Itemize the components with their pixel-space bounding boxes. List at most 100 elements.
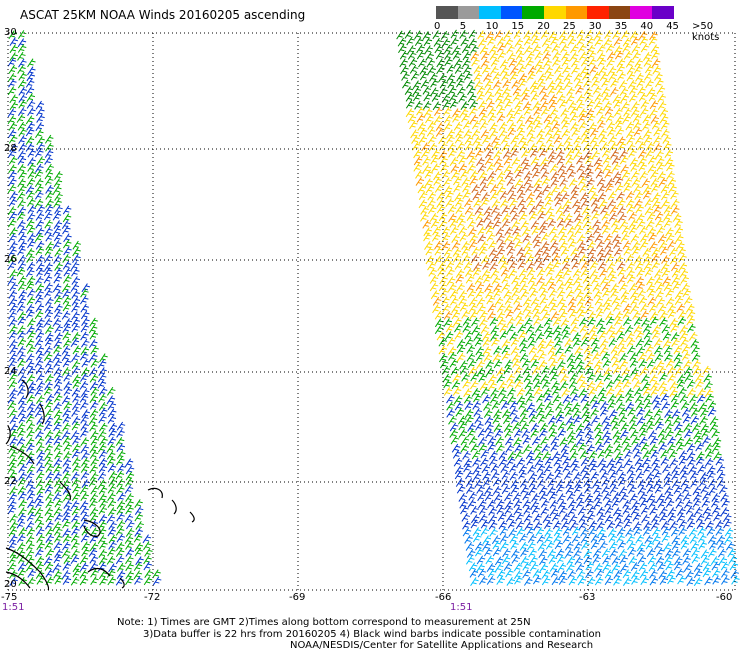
wind-barb [543, 325, 553, 335]
wind-barb [509, 205, 519, 215]
colorbar-label: 45 [666, 21, 679, 32]
wind-barb [71, 353, 80, 362]
wind-barb [8, 247, 17, 257]
wind-barb [90, 345, 99, 355]
wind-barb [45, 491, 54, 501]
wind-barb [643, 57, 653, 67]
wind-barb [454, 401, 464, 411]
wind-barb [17, 337, 27, 347]
wind-barb [561, 324, 571, 334]
wind-barb [643, 261, 653, 271]
wind-barb [98, 414, 107, 424]
wind-barb [53, 185, 62, 195]
wind-barb [467, 86, 476, 96]
wind-barb [646, 548, 656, 558]
wind-barb [494, 87, 503, 96]
wind-barb [692, 486, 702, 496]
wind-barb [8, 170, 17, 180]
wind-barb [602, 288, 611, 298]
wind-barb [484, 416, 494, 425]
wind-barb [491, 205, 500, 215]
wind-barb [438, 212, 448, 222]
wind-barb [554, 338, 563, 348]
wind-barb [538, 282, 547, 292]
wind-barb [504, 505, 514, 515]
wind-barb [54, 575, 63, 585]
wind-barb [70, 261, 80, 271]
lat-lon-grid [7, 32, 736, 591]
wind-barb [548, 422, 557, 432]
wind-barb [642, 190, 652, 200]
wind-barb [90, 436, 100, 446]
wind-barb [513, 562, 523, 572]
wind-barb [565, 416, 575, 425]
wind-barb [639, 569, 649, 579]
wind-barb [483, 401, 492, 411]
wind-barb [27, 204, 37, 214]
wind-barb [602, 155, 612, 165]
wind-barb [588, 386, 597, 396]
wind-barb [428, 267, 437, 277]
lat-label: 20 [4, 579, 17, 590]
wind-barb [532, 44, 541, 54]
wind-barb [623, 303, 632, 313]
wind-barb [447, 79, 456, 89]
wind-barb [107, 463, 117, 473]
wind-barb [44, 540, 54, 550]
wind-barb [677, 316, 687, 326]
wind-barb [80, 414, 89, 424]
wind-barb [491, 535, 501, 545]
wind-barb [134, 575, 143, 585]
wind-barb [483, 206, 493, 216]
wind-barb [466, 344, 475, 354]
wind-barb [35, 479, 45, 489]
wind-barb [465, 337, 474, 347]
wind-barb [478, 505, 488, 515]
wind-barb [642, 386, 652, 396]
wind-barb [432, 30, 441, 40]
wind-barb [523, 505, 532, 515]
wind-barb [661, 401, 671, 411]
wind-barb [475, 421, 484, 431]
wind-barb [125, 555, 134, 565]
wind-barb [539, 296, 549, 305]
wind-barb [493, 359, 503, 369]
wind-barb [423, 227, 432, 237]
wind-barb [567, 359, 576, 369]
wind-barb [116, 456, 125, 466]
wind-barb [61, 430, 71, 440]
wind-barb [98, 386, 108, 396]
wind-barb [536, 135, 545, 145]
wind-barb [16, 114, 26, 123]
wind-barb [36, 486, 45, 496]
wind-barb [527, 338, 537, 348]
wind-barb [515, 512, 524, 522]
wind-barb [655, 282, 665, 292]
wind-barb [460, 443, 470, 453]
wind-barb [445, 190, 454, 200]
wind-barb [582, 71, 591, 81]
wind-barb [480, 129, 490, 139]
wind-barb [53, 471, 62, 481]
wind-barb [671, 535, 680, 545]
wind-barb [144, 569, 153, 578]
wind-barb [558, 366, 567, 376]
wind-barb [658, 177, 668, 187]
wind-barb [451, 240, 461, 250]
wind-barb [555, 269, 564, 279]
wind-barb [422, 156, 431, 166]
wind-barb [116, 570, 126, 580]
wind-barb [707, 400, 717, 410]
wind-barb [711, 561, 721, 571]
wind-barb [107, 401, 117, 411]
wind-barb [558, 99, 568, 109]
wind-barb [27, 148, 37, 158]
wind-barb [513, 437, 522, 447]
wind-barb [669, 457, 679, 467]
wind-barb [639, 366, 649, 376]
wind-barb [650, 387, 659, 396]
wind-barb [636, 219, 646, 229]
wind-barb [619, 219, 629, 229]
wind-barb [44, 219, 53, 229]
wind-barb [670, 400, 680, 410]
